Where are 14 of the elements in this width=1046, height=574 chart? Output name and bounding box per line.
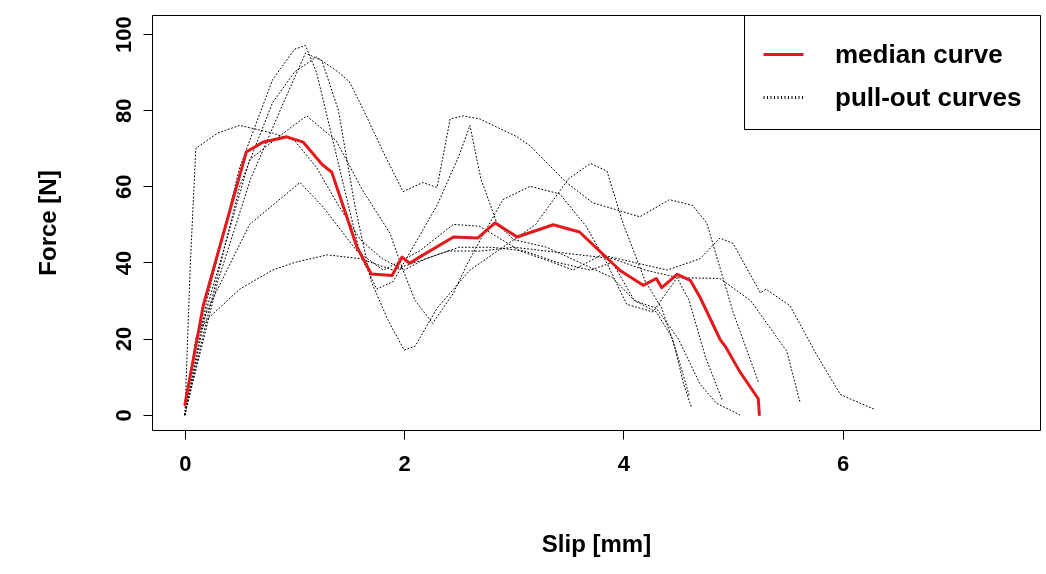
legend-label: pull-out curves bbox=[835, 81, 1022, 112]
y-tick-label: 0 bbox=[110, 409, 136, 422]
y-axis-title: Force [N] bbox=[33, 170, 61, 276]
x-tick-label: 6 bbox=[837, 450, 850, 476]
legend-label: median curve bbox=[835, 38, 1003, 69]
y-tick-label: 60 bbox=[110, 174, 136, 200]
y-tick-label: 80 bbox=[110, 98, 136, 123]
y-tick-label: 100 bbox=[110, 16, 136, 53]
x-tick-label: 2 bbox=[398, 450, 411, 476]
y-tick-label: 40 bbox=[110, 250, 136, 276]
y-tick-label: 20 bbox=[110, 326, 136, 352]
x-axis-title: Slip [mm] bbox=[541, 529, 652, 557]
x-tick-label: 4 bbox=[617, 450, 631, 476]
x-tick-label: 0 bbox=[179, 450, 192, 476]
